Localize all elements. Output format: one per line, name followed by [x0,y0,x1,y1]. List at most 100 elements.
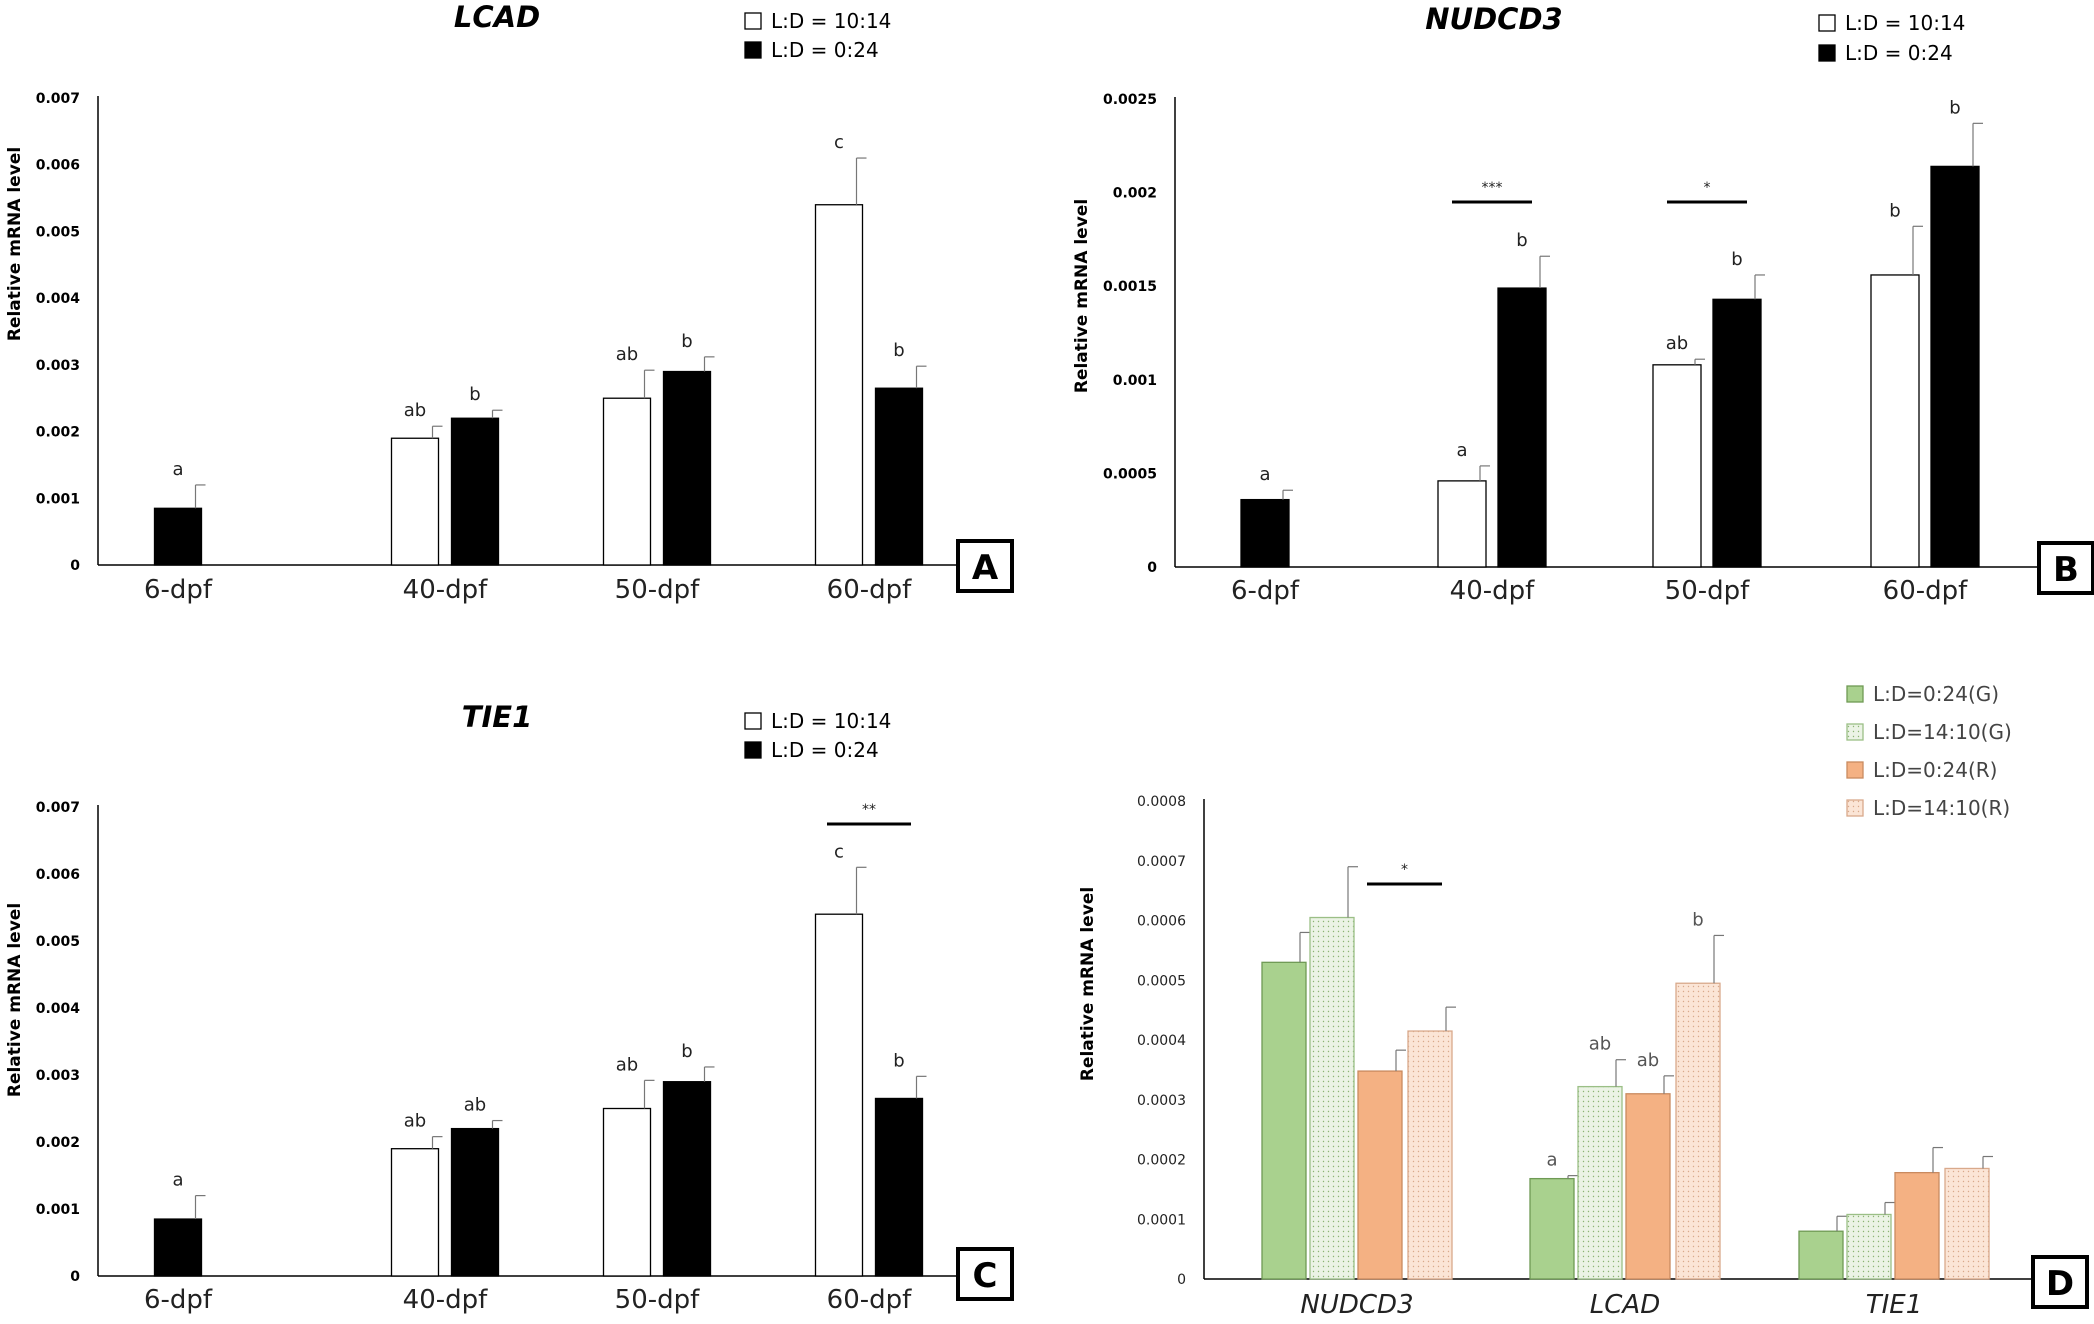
x-tick-label: 50-dpf [1665,576,1750,606]
chart-title: LCAD [454,0,540,34]
significance-letter: a [172,459,183,480]
y-tick-label: 0.001 [36,491,80,507]
x-tick-label: 50-dpf [615,1285,700,1315]
significance-letter: ab [1589,1034,1611,1055]
x-tick-label: 40-dpf [403,1285,488,1315]
bar [1798,1230,1844,1280]
panel-label-box [956,539,1014,593]
bar [1944,1167,1990,1280]
bar [450,417,500,566]
bar [1675,982,1721,1280]
bar [874,387,924,566]
significance-letter: ab [464,1095,486,1116]
significance-letter: ab [404,400,426,421]
chart-panel-c: TIE1 Relative mRNA level 0 0.001 0.002 0.003 0… [0,660,1047,1319]
significance-letter: b [1516,230,1527,251]
bar [662,1081,712,1277]
y-tick-label: 0.003 [36,1068,80,1084]
bar [1870,274,1920,568]
y-tick-label: 0.007 [36,91,80,107]
significance-marker: * [1704,180,1711,196]
y-tick-label: 0.0008 [1137,794,1186,810]
bar [1407,1030,1453,1280]
bar [1652,364,1702,568]
significance-letter: a [1456,440,1467,461]
significance-letter: b [1692,909,1703,930]
legend-swatch [1846,799,1864,817]
y-tick-label: 0.0006 [1137,914,1186,930]
significance-letter: c [834,841,844,862]
significance-marker: *** [1482,180,1503,196]
legend-swatch [744,712,762,730]
bar [814,913,864,1277]
y-tick-label: 0.002 [36,1135,80,1151]
chart-c-svg: TIE1 Relative mRNA level 0 0.001 0.002 0.003 0… [5,700,1014,1315]
bar [1846,1213,1892,1280]
y-tick-label: 0 [70,558,80,574]
bar [450,1127,500,1277]
legend-label: L:D = 0:24 [771,738,879,762]
bar [662,370,712,566]
significance-letter: b [681,331,692,352]
y-axis-label: Relative mRNA level [5,903,25,1097]
y-axis-label: Relative mRNA level [1078,887,1098,1081]
y-tick-label: 0.003 [36,358,80,374]
bar [390,437,440,566]
bar [874,1097,924,1277]
bar [1625,1093,1671,1280]
panel-label: C [973,1256,998,1296]
legend-swatch [1818,14,1836,32]
legend-label: L:D = 10:14 [1845,11,1965,35]
chart-panel-a: LCAD Relative mRNA level 0 0.001 0.002 0.003 0… [0,0,1047,610]
panel-label: A [972,548,999,588]
legend-label: L:D = 0:24 [1845,41,1953,65]
x-tick-label: TIE1 [1866,1290,1923,1319]
y-axis-label: Relative mRNA level [5,147,25,341]
legend-swatch [744,41,762,59]
y-tick-label: 0.0003 [1137,1093,1186,1109]
y-tick-label: 0.001 [36,1202,80,1218]
significance-letter: b [893,340,904,361]
x-tick-label: 6-dpf [144,1285,213,1315]
x-tick-label: 60-dpf [1883,576,1968,606]
panel-label-box [956,1247,1014,1301]
x-tick-label: 60-dpf [827,575,912,605]
significance-letter: b [469,384,480,405]
legend-label: L:D=14:10(G) [1873,720,2012,744]
bar [814,204,864,566]
y-tick-label: 0.001 [1113,373,1157,389]
significance-letter: c [834,132,844,153]
significance-marker: ** [862,802,876,818]
x-tick-label: 50-dpf [615,575,700,605]
bar [1894,1171,1940,1280]
bar [1240,498,1290,568]
bar [1497,287,1547,568]
y-tick-label: 0.004 [36,291,81,307]
legend-swatch [744,741,762,759]
legend-label: L:D=0:24(R) [1873,758,1997,782]
y-tick-label: 0.004 [36,1001,81,1017]
legend-swatch [1846,685,1864,703]
bar [1712,298,1762,568]
legend-swatch [1818,44,1836,62]
panel-label: B [2053,550,2079,590]
y-tick-label: 0.007 [36,800,80,816]
significance-letter: a [1259,464,1270,485]
bar [1437,480,1487,568]
significance-letter: b [1949,97,1960,118]
bar [1357,1070,1403,1280]
y-tick-label: 0.006 [36,158,80,174]
legend-swatch [1846,723,1864,741]
legend-label: L:D = 10:14 [771,9,891,33]
chart-b-svg: NUDCD3 Relative mRNA level 0 0.0005 0.001 0.0… [1072,2,2094,606]
panel-label-box [2031,1255,2089,1309]
y-tick-label: 0.0015 [1103,279,1157,295]
bar [1930,165,1980,568]
significance-marker: * [1401,862,1408,878]
y-tick-label: 0.005 [36,934,80,950]
y-tick-label: 0.0004 [1137,1033,1186,1049]
y-tick-label: 0.0002 [1137,1153,1186,1169]
panel-label: D [2046,1264,2074,1304]
bar [1529,1177,1575,1280]
y-tick-label: 0.0005 [1137,973,1186,989]
